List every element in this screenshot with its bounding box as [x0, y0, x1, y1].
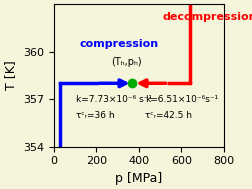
Y-axis label: T [K]: T [K] [4, 60, 17, 90]
Text: (Tₕ,pₕ): (Tₕ,pₕ) [111, 57, 141, 67]
Text: τᶜᵣ=42.5 h: τᶜᵣ=42.5 h [145, 111, 192, 120]
Text: k=6.51×10⁻⁶s⁻¹: k=6.51×10⁻⁶s⁻¹ [145, 95, 218, 104]
Text: decompression: decompression [162, 12, 252, 22]
X-axis label: p [MPa]: p [MPa] [115, 172, 163, 185]
Text: k=7.73×10⁻⁶ s⁻¹: k=7.73×10⁻⁶ s⁻¹ [76, 95, 152, 104]
Text: compression: compression [79, 39, 158, 49]
Text: τᶜᵣ=36 h: τᶜᵣ=36 h [76, 111, 115, 120]
